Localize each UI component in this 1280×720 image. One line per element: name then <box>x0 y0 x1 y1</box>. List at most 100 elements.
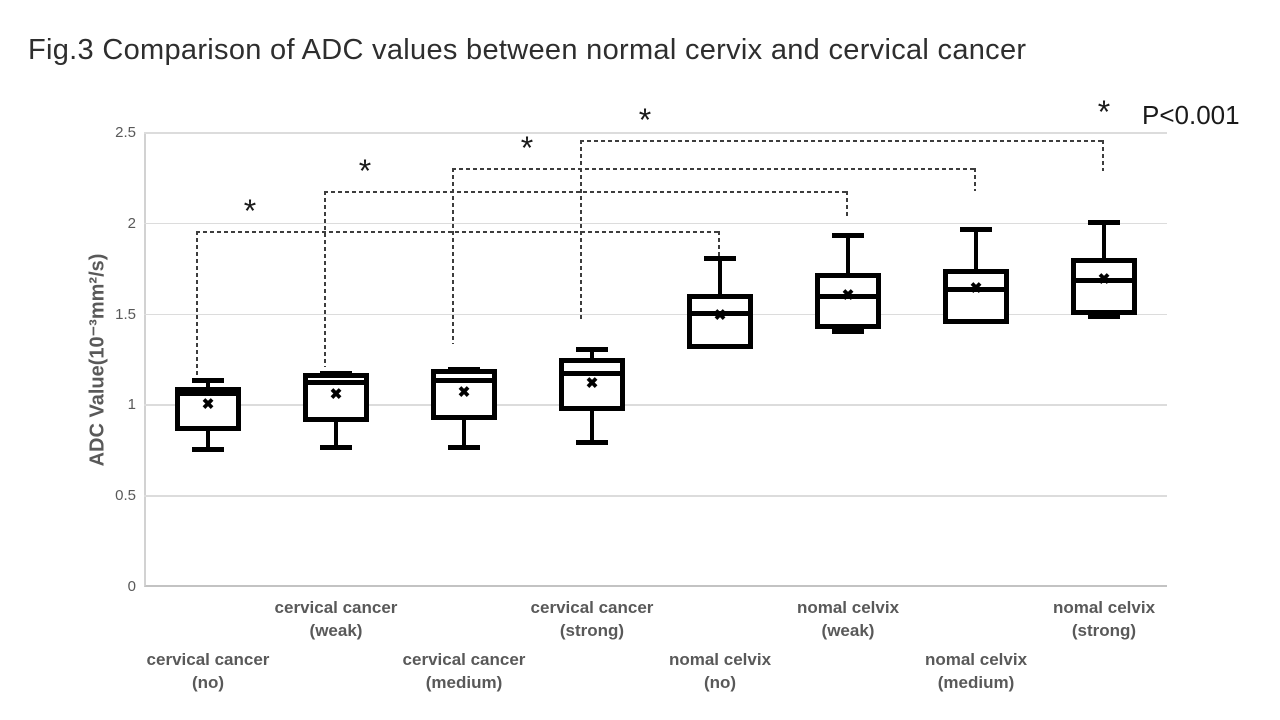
box <box>1071 258 1137 315</box>
category-label-line1: nomal celvix <box>796 598 900 617</box>
significance-bracket-stub <box>718 231 720 257</box>
significance-star-icon: * <box>1097 94 1111 130</box>
whisker-stem <box>334 419 338 448</box>
significance-star-icon: * <box>638 102 652 139</box>
category-label-line2: (strong) <box>1071 621 1137 640</box>
whisker-stem <box>206 429 210 449</box>
whisker-stem <box>718 258 722 297</box>
box <box>815 272 881 330</box>
mean-marker: ✖ <box>201 396 215 414</box>
median-line <box>1071 278 1137 284</box>
significance-bracket-stub <box>1102 140 1104 172</box>
whisker-stem <box>1102 221 1106 261</box>
gridline <box>144 132 1167 134</box>
significance-bracket-drop <box>452 167 454 344</box>
gridline <box>144 404 1167 406</box>
y-axis-tick-label: 1.5 <box>115 305 136 323</box>
whisker-cap <box>448 445 480 451</box>
median-line <box>559 370 625 376</box>
whisker-cap <box>320 445 352 451</box>
y-axis-tick-label: 0.5 <box>115 487 136 505</box>
x-axis-category-label: nomal celvix (weak) <box>753 596 943 642</box>
category-label-line2: (weak) <box>309 621 363 640</box>
category-label-line2: (no) <box>703 673 737 692</box>
y-axis-tick-label: 2 <box>127 214 136 232</box>
significance-star-icon: * <box>243 193 257 230</box>
mean-marker: ✖ <box>585 374 599 392</box>
significance-bracket-line <box>580 140 1102 143</box>
whisker-stem <box>462 418 466 448</box>
category-label-line1: nomal celvix <box>924 650 1028 669</box>
gridline <box>144 495 1167 497</box>
box <box>559 358 625 412</box>
category-label-line2: (strong) <box>559 621 625 640</box>
gridline <box>144 313 1167 316</box>
mean-marker: ✖ <box>1097 271 1111 289</box>
median-line <box>431 377 497 383</box>
whisker-cap <box>576 439 608 445</box>
category-label-line1: cervical cancer <box>274 598 398 617</box>
mean-marker: ✖ <box>713 307 727 325</box>
significance-bracket-line <box>196 231 718 234</box>
category-label-line2: (no) <box>191 673 225 692</box>
whisker-stem <box>590 409 594 442</box>
box <box>687 294 753 350</box>
x-axis-category-label: nomal celvix (strong) <box>1009 596 1199 642</box>
x-axis-category-label: cervical cancer (no) <box>113 648 303 694</box>
whisker-stem <box>206 379 210 390</box>
y-axis-title: ADC Value(10⁻³mm²/s) <box>86 253 109 467</box>
significance-bracket-stub <box>974 167 976 192</box>
significance-bracket-drop <box>580 140 582 321</box>
whisker-cap <box>832 232 864 238</box>
y-axis-tick-label: 0 <box>127 578 136 595</box>
significance-bracket-drop <box>324 191 326 368</box>
significance-star-icon: * <box>358 153 372 190</box>
gridline <box>144 222 1167 225</box>
whisker-cap <box>1088 314 1120 320</box>
significance-bracket-line <box>324 191 846 194</box>
median-line <box>175 390 241 396</box>
whisker-cap <box>1088 219 1120 225</box>
x-axis-category-label: nomal celvix (no) <box>625 648 815 694</box>
significance-bracket-drop <box>196 231 198 375</box>
category-label-line2: (medium) <box>425 673 503 692</box>
category-label-line2: (weak) <box>821 621 875 640</box>
y-axis-tick-label: 1 <box>127 396 136 414</box>
category-label-line1: cervical cancer <box>530 598 654 617</box>
figure-title: Fig.3 Comparison of ADC values between n… <box>28 34 1027 66</box>
median-line <box>303 379 369 385</box>
median-line <box>943 287 1009 293</box>
whisker-stem <box>974 229 978 271</box>
whisker-cap <box>832 328 864 334</box>
x-axis-category-label: cervical cancer (strong) <box>497 596 687 642</box>
whisker-cap <box>576 347 608 353</box>
median-line <box>687 310 753 316</box>
mean-marker: ✖ <box>329 385 343 403</box>
whisker-cap <box>192 446 224 452</box>
significance-bracket-line <box>452 167 974 170</box>
whisker-cap <box>960 227 992 233</box>
plot-area <box>144 133 1167 587</box>
mean-marker: ✖ <box>969 280 983 298</box>
significance-bracket-stub <box>846 191 848 217</box>
category-label-line1: nomal celvix <box>668 650 772 669</box>
whisker-stem <box>846 234 850 275</box>
x-axis-category-label: nomal celvix (medium) <box>881 648 1071 694</box>
x-axis-category-label: cervical cancer (medium) <box>369 648 559 694</box>
significance-star-icon: * <box>520 129 534 166</box>
whisker-stem <box>590 349 594 360</box>
whisker-cap <box>704 256 736 262</box>
median-line <box>815 294 881 300</box>
mean-marker: ✖ <box>841 287 855 305</box>
x-axis-category-label: cervical cancer (weak) <box>241 596 431 642</box>
category-label-line2: (medium) <box>937 673 1015 692</box>
category-label-line1: nomal celvix <box>1052 598 1156 617</box>
y-axis-tick-label: 2.5 <box>115 124 136 141</box>
mean-marker: ✖ <box>457 383 471 401</box>
box <box>431 368 497 421</box>
whisker-cap <box>192 377 224 383</box>
category-label-line1: cervical cancer <box>402 650 526 669</box>
category-label-line1: cervical cancer <box>146 650 270 669</box>
significance-p-value: P<0.001 <box>1142 100 1240 130</box>
